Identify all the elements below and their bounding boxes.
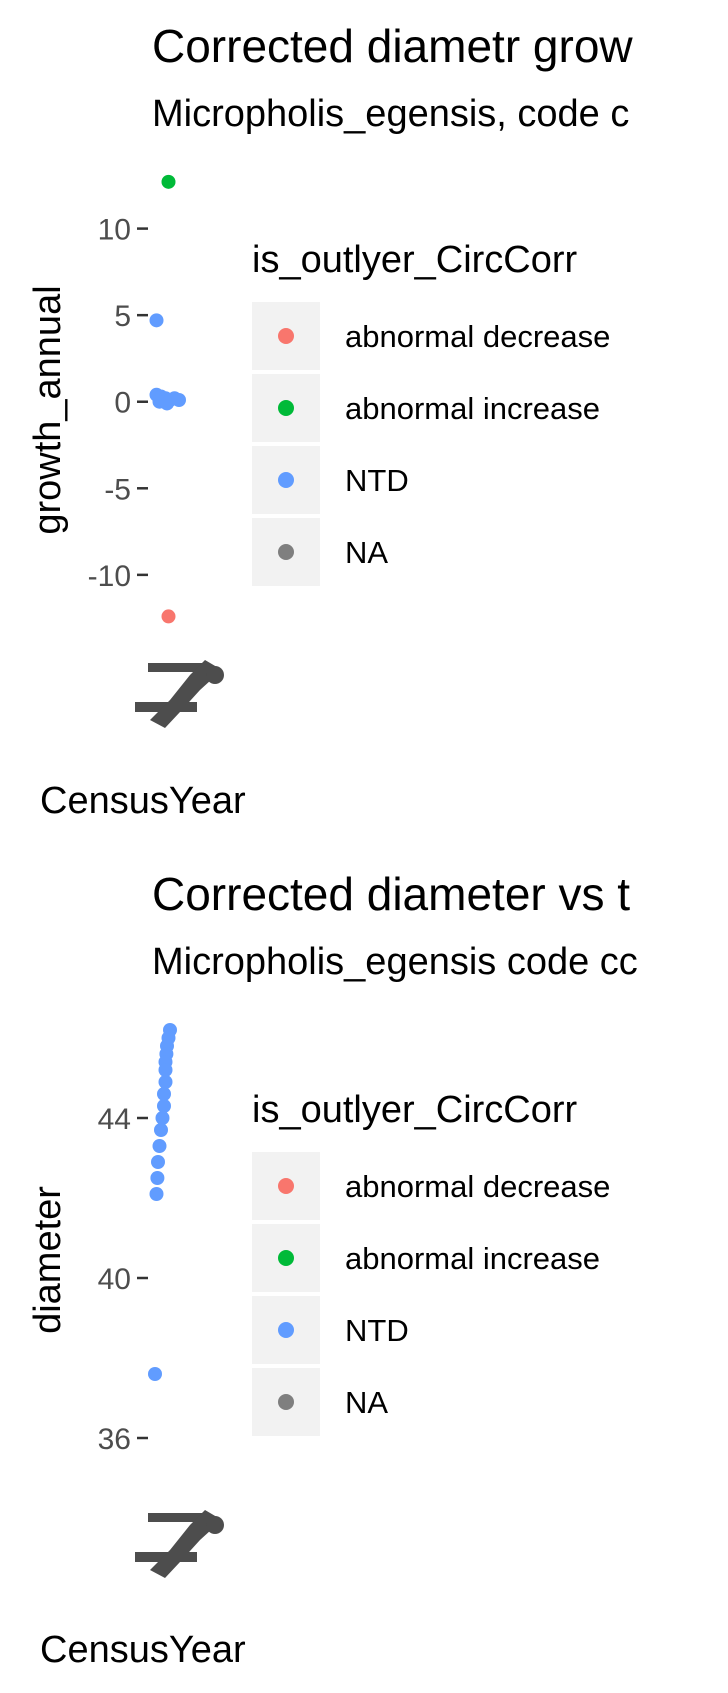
legend-label: NA <box>345 535 388 570</box>
legend-label: NA <box>345 1385 388 1420</box>
y-tick-label: -10 <box>88 560 131 593</box>
data-point <box>149 313 164 328</box>
y-tick-label: 40 <box>98 1263 131 1296</box>
legend-entries: abnormal decrease abnormal increase NTD NA <box>252 302 610 586</box>
data-point <box>161 609 176 624</box>
data-point <box>150 1171 165 1185</box>
legend-label: abnormal increase <box>345 1241 600 1276</box>
x-tick-label-blot <box>150 660 222 728</box>
legend-swatch <box>278 472 294 488</box>
y-tick-label: 36 <box>98 1423 131 1456</box>
legend-label: abnormal increase <box>345 391 600 426</box>
legend-label: NTD <box>345 463 409 498</box>
legend-label: NTD <box>345 1313 409 1348</box>
y-tick-label: 44 <box>98 1103 131 1136</box>
chart-subtitle: Micropholis_egensis code cc <box>152 941 638 983</box>
x-axis-title: CensusYear <box>40 1629 246 1671</box>
data-point <box>157 1087 171 1101</box>
legend: is_outlyer_CircCorr abnormal decreaseabn… <box>252 239 610 586</box>
y-axis-title: growth_annual <box>27 285 69 534</box>
y-tick-label: 5 <box>114 300 131 333</box>
y-axis-ticks: 10 5 0 -5 -10 <box>88 214 148 593</box>
y-tick-label: 0 <box>114 387 131 420</box>
data-point <box>151 1155 165 1169</box>
legend-swatch <box>278 328 294 344</box>
data-point <box>155 1111 170 1125</box>
x-tick-label-blot <box>206 666 224 684</box>
legend-label: abnormal decrease <box>345 1169 610 1204</box>
data-point <box>148 1367 162 1381</box>
y-tick-label: -5 <box>104 473 131 506</box>
legend-swatch <box>278 1178 294 1194</box>
data-point <box>161 174 176 189</box>
data-point <box>149 1187 164 1201</box>
y-axis-ticks: 44 40 36 <box>98 1103 148 1456</box>
x-tick-label-blot <box>150 1510 222 1578</box>
legend-swatch <box>278 1394 294 1410</box>
x-axis-overprinted-labels <box>135 660 224 728</box>
y-axis-title: diameter <box>27 1186 69 1334</box>
data-point <box>154 1123 168 1137</box>
legend-swatch <box>278 1322 294 1338</box>
chart-subtitle: Micropholis_egensis, code c <box>152 93 629 135</box>
legend-swatch <box>278 400 294 416</box>
legend-swatch <box>278 544 294 560</box>
legend: is_outlyer_CircCorr abnormal decreaseabn… <box>252 1089 610 1436</box>
legend-entries: abnormal decrease abnormal increase NTD NA <box>252 1152 610 1436</box>
legend-swatch <box>278 1250 294 1266</box>
data-point <box>160 396 174 411</box>
data-points <box>149 174 186 624</box>
data-point <box>158 1075 173 1089</box>
x-tick-label-blot <box>206 1516 224 1534</box>
chart-title: Corrected diameter vs t <box>152 868 630 920</box>
legend-label: abnormal decrease <box>345 319 610 354</box>
x-axis-title: CensusYear <box>40 780 246 822</box>
chart-panel-growth: Corrected diametr grow Micropholis_egens… <box>27 20 633 822</box>
x-axis-overprinted-labels <box>135 1510 224 1578</box>
data-point <box>172 393 186 407</box>
data-point <box>152 1139 167 1153</box>
data-point <box>158 1063 173 1077</box>
chart-panel-diameter: Corrected diameter vs t Micropholis_egen… <box>27 868 638 1671</box>
chart-title: Corrected diametr grow <box>152 20 633 72</box>
data-points <box>148 1023 177 1381</box>
data-point <box>157 1099 171 1113</box>
x-tick-label-blot <box>148 1513 210 1522</box>
legend-title: is_outlyer_CircCorr <box>252 239 578 281</box>
x-tick-label-blot <box>148 663 210 672</box>
y-tick-label: 10 <box>98 214 131 247</box>
legend-title: is_outlyer_CircCorr <box>252 1089 578 1131</box>
